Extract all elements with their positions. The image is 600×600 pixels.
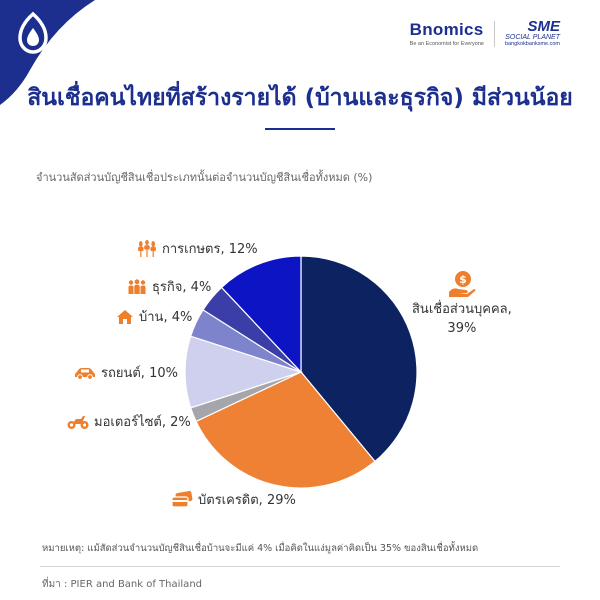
bnomics-logo: Bnomics Be an Economist for Everyone <box>410 20 484 47</box>
pie-slice-3 <box>184 335 303 409</box>
bank-logo-icon <box>18 11 48 54</box>
sme-name: SME <box>527 18 560 35</box>
house-icon <box>117 309 133 324</box>
pie-slice-6 <box>220 255 302 374</box>
label-business: ธุรกิจ, 4% <box>127 276 211 297</box>
bnomics-name: Bnomics <box>409 20 484 39</box>
brand-logos: Bnomics Be an Economist for Everyone SME… <box>410 18 560 47</box>
label-personal-loan-name: สินเชื่อส่วนบุคคล, <box>412 302 512 317</box>
pie-slice-0 <box>300 255 418 463</box>
brand-separator <box>493 20 495 47</box>
chart-title: สินเชื่อคนไทยที่สร้างรายได้ (บ้านและธุรก… <box>27 85 573 111</box>
wheat-icon <box>138 239 156 257</box>
label-credit-card: บัตรเครดิต, 29% <box>171 489 296 510</box>
label-car-text: รถยนต์, 10% <box>101 366 178 381</box>
title-underline <box>265 128 335 130</box>
label-motorcycle: มอเตอร์ไซต์, 2% <box>67 411 191 432</box>
credit-card-icon <box>171 490 193 508</box>
label-house: บ้าน, 4% <box>116 306 192 327</box>
chart-subtitle: จำนวนสัดส่วนบัญชีสินเชื่อประเภทนั้นต่อจำ… <box>36 171 373 184</box>
money-hand-icon: $ <box>448 271 476 297</box>
label-motorcycle-text: มอเตอร์ไซต์, 2% <box>94 415 191 430</box>
label-agriculture: การเกษตร, 12% <box>137 238 258 259</box>
sme-url: bangkokbanksme.com <box>504 41 560 47</box>
footer-divider <box>40 566 560 567</box>
business-people-icon <box>128 278 146 294</box>
label-credit-card-text: บัตรเครดิต, 29% <box>198 493 296 508</box>
label-car: รถยนต์, 10% <box>74 362 178 383</box>
label-personal-loan-value: 39% <box>447 321 477 336</box>
bnomics-tagline: Be an Economist for Everyone <box>409 41 484 47</box>
sme-logo: SME SOCIAL PLANET bangkokbanksme.com <box>504 18 560 47</box>
motorcycle-icon <box>67 415 89 429</box>
source-text: ที่มา : PIER and Bank of Thailand <box>42 579 202 590</box>
label-business-text: ธุรกิจ, 4% <box>152 280 212 295</box>
car-icon <box>75 367 95 380</box>
svg-text:$: $ <box>459 273 467 286</box>
footnote: หมายเหตุ: แม้สัดส่วนจำนวนบัญชีสินเชื่อบ้… <box>42 543 479 554</box>
label-house-text: บ้าน, 4% <box>139 310 193 325</box>
label-personal-loan: $ สินเชื่อส่วนบุคคล, 39% <box>412 270 512 338</box>
label-agriculture-text: การเกษตร, 12% <box>162 242 258 257</box>
corner-decoration <box>0 0 95 105</box>
sme-subtitle: SOCIAL PLANET <box>505 34 560 41</box>
